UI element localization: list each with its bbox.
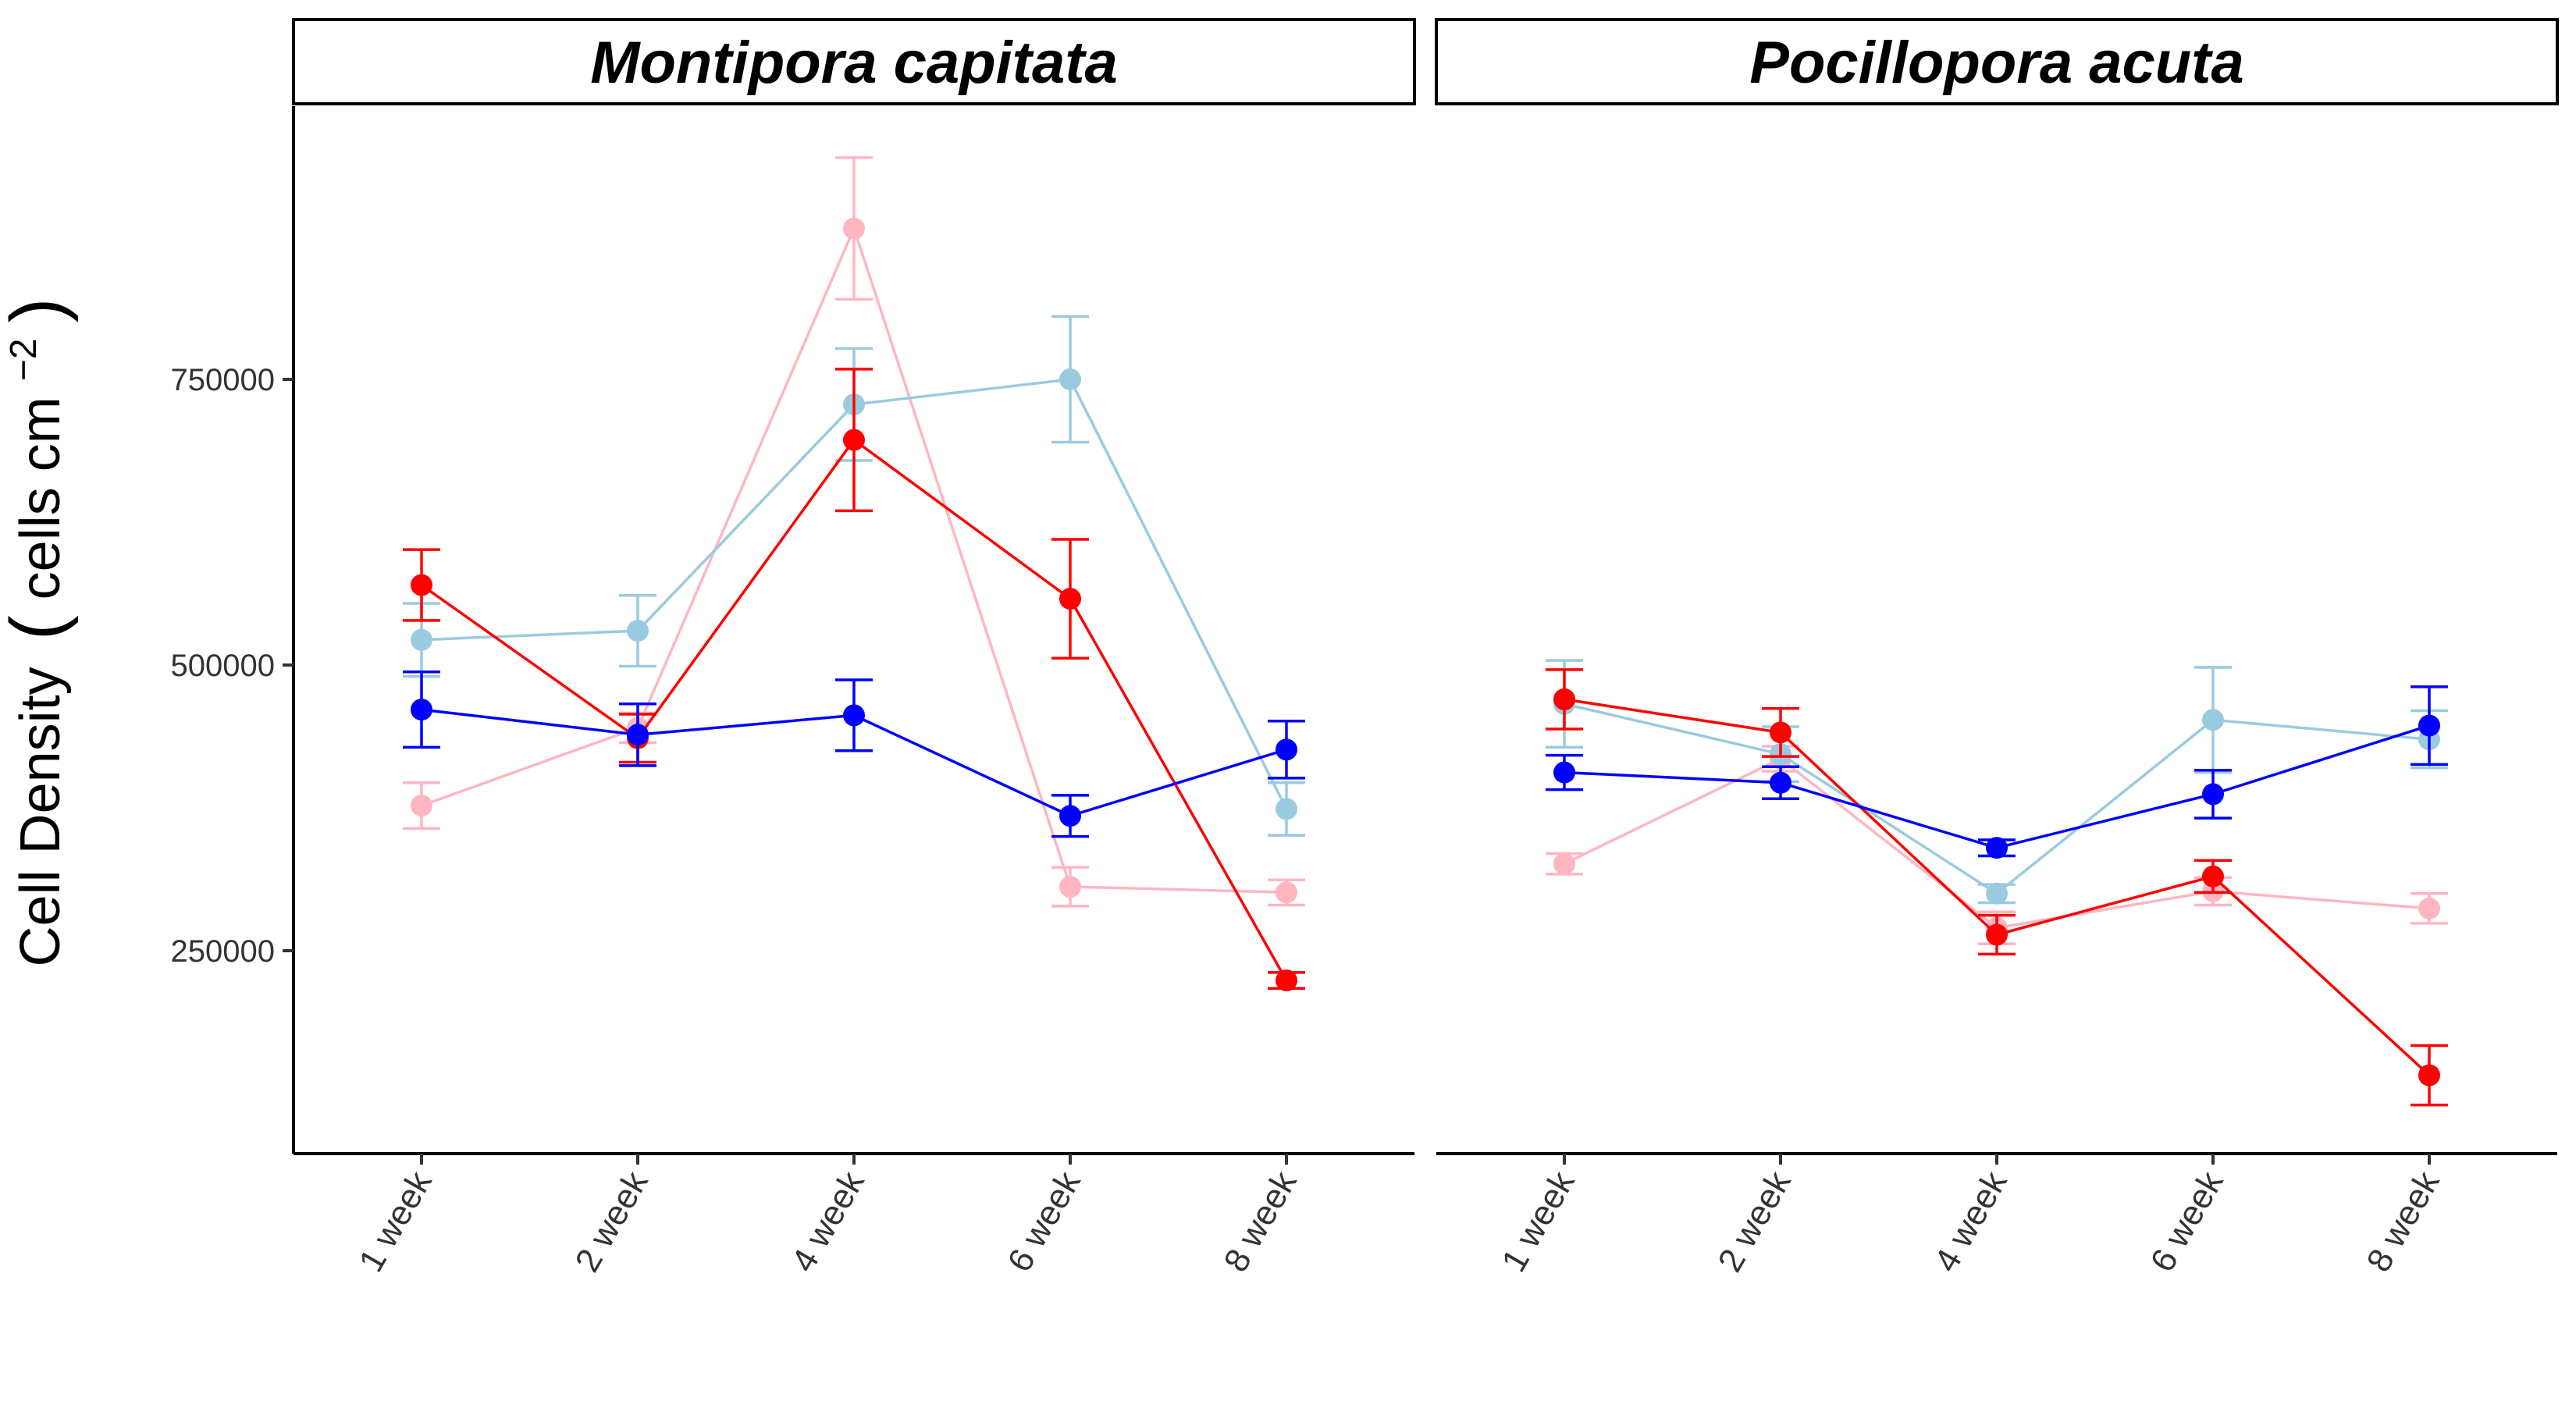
data-point — [2202, 709, 2224, 731]
y-tick-label: 250000 — [171, 934, 275, 969]
data-point — [843, 217, 865, 240]
data-point — [411, 628, 432, 651]
facet-strip-title: Montipora capitata — [590, 30, 1118, 96]
data-point — [1553, 761, 1575, 784]
data-point — [411, 574, 432, 596]
y-tick-label: 750000 — [171, 363, 275, 397]
data-point — [1986, 882, 2008, 905]
data-point — [627, 620, 649, 642]
data-point — [1276, 881, 1297, 904]
data-point — [1276, 738, 1297, 761]
data-point — [411, 699, 432, 721]
y-axis-title-open-paren: ( — [0, 615, 79, 640]
data-point — [1770, 771, 1791, 794]
y-tick-500000: 500000 — [171, 649, 294, 683]
data-point — [1059, 588, 1081, 610]
facet-strip-box — [1435, 18, 2559, 105]
data-point — [1986, 923, 2008, 946]
data-point — [1553, 852, 1575, 875]
data-point — [1553, 688, 1575, 710]
y-axis-title-unit: cells cm — [9, 397, 72, 599]
facet-strip-montipora: Montipora capitata — [292, 18, 1416, 105]
y-axis-title-close-paren: ) — [0, 298, 79, 323]
series-3 — [1546, 685, 2448, 859]
data-point — [1986, 837, 2008, 859]
y-axis-title-exponent: −2 — [3, 339, 44, 382]
series-3 — [403, 670, 1305, 838]
series-1 — [403, 315, 1305, 837]
data-point — [2202, 783, 2224, 806]
data-point — [2202, 865, 2224, 887]
facet-strip-title: Pocillopora acuta — [1749, 30, 2244, 96]
data-point — [1276, 969, 1297, 992]
y-axis: 250000 500000 750000 — [171, 106, 295, 1154]
data-point — [411, 795, 432, 817]
y-tick-750000: 750000 — [171, 363, 294, 397]
data-point — [1770, 721, 1791, 744]
data-point — [1059, 368, 1081, 390]
data-point — [627, 724, 649, 746]
data-point — [1276, 798, 1297, 820]
data-point — [1059, 805, 1081, 827]
data-point — [2418, 714, 2440, 737]
y-tick-250000: 250000 — [171, 934, 294, 969]
series-2 — [1546, 668, 2448, 1107]
y-axis-title: Cell Density ( cells cm −2 ) — [0, 298, 79, 967]
y-tick-label: 500000 — [171, 649, 275, 683]
data-point — [1059, 876, 1081, 898]
y-axis-title-main: Cell Density — [9, 667, 72, 966]
data-point — [2418, 1064, 2440, 1087]
facet-strip-pocillopora: Pocillopora acuta — [1435, 18, 2559, 105]
data-point — [843, 429, 865, 451]
data-point — [2418, 897, 2440, 919]
facet-strip-box — [292, 18, 1416, 105]
data-point — [843, 704, 865, 727]
